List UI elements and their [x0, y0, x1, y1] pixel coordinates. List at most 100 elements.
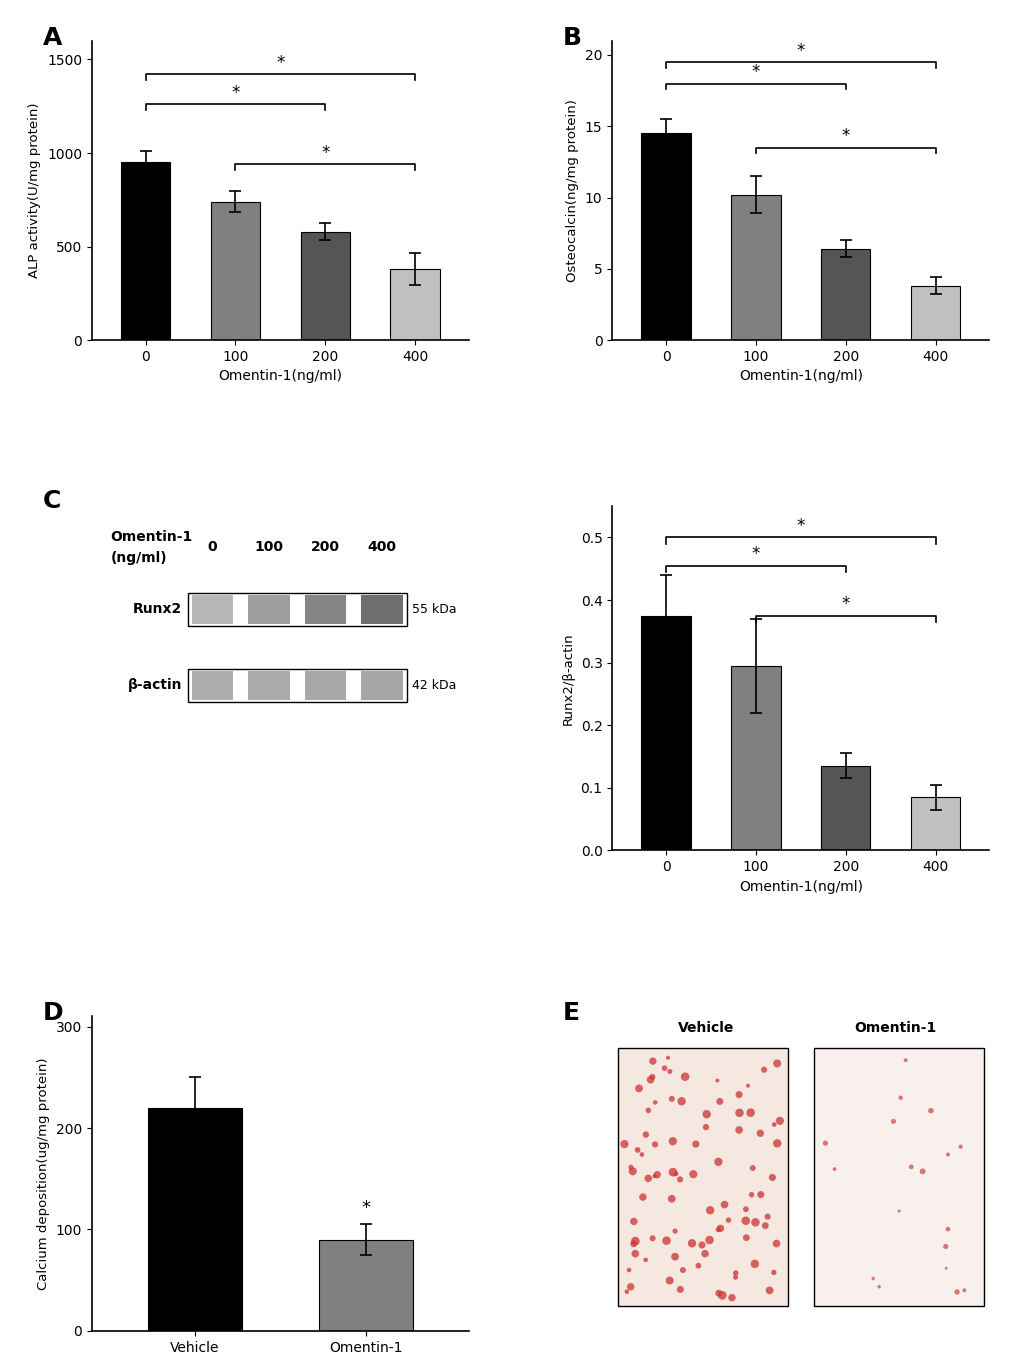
- Text: B: B: [562, 26, 582, 50]
- Point: [884, 1111, 901, 1133]
- Point: [955, 1279, 971, 1301]
- Point: [637, 1249, 653, 1271]
- Point: [768, 1133, 785, 1154]
- Point: [664, 1130, 681, 1152]
- Bar: [319, 1240, 413, 1331]
- Bar: [192, 595, 233, 625]
- Point: [701, 1229, 717, 1251]
- Text: 42 kDa: 42 kDa: [412, 679, 457, 691]
- Point: [663, 1188, 680, 1210]
- Point: [690, 1255, 706, 1277]
- Text: *: *: [841, 128, 849, 145]
- Point: [623, 1156, 639, 1177]
- Point: [765, 1262, 782, 1283]
- Bar: [305, 595, 346, 625]
- Point: [713, 1285, 730, 1306]
- Point: [697, 1116, 713, 1138]
- Point: [631, 1077, 647, 1099]
- Point: [642, 1069, 658, 1090]
- Bar: [211, 201, 260, 340]
- X-axis label: Omentin-1(ng/ml): Omentin-1(ng/ml): [738, 880, 862, 894]
- Point: [936, 1236, 953, 1258]
- Point: [685, 1164, 701, 1186]
- Point: [629, 1139, 645, 1161]
- Point: [709, 1218, 726, 1240]
- Point: [751, 1123, 767, 1145]
- Point: [727, 1262, 743, 1283]
- Text: *: *: [276, 54, 284, 72]
- Point: [864, 1267, 880, 1289]
- Text: A: A: [43, 26, 62, 50]
- Point: [667, 1162, 684, 1184]
- Point: [673, 1090, 689, 1112]
- Point: [646, 1165, 662, 1187]
- Point: [646, 1134, 662, 1156]
- Point: [633, 1143, 649, 1165]
- Text: β-actin: β-actin: [127, 678, 182, 693]
- Point: [666, 1221, 683, 1243]
- Bar: [301, 232, 350, 340]
- Bar: [187, 593, 407, 626]
- Point: [727, 1267, 743, 1289]
- Text: Omentin-1: Omentin-1: [110, 530, 193, 545]
- Point: [771, 1109, 788, 1131]
- Point: [659, 1047, 676, 1069]
- Bar: [813, 1048, 982, 1305]
- Bar: [641, 615, 690, 850]
- Text: (ng/ml): (ng/ml): [110, 551, 167, 565]
- Point: [661, 1270, 678, 1291]
- Point: [646, 1092, 662, 1114]
- Point: [759, 1206, 775, 1228]
- Point: [648, 1164, 664, 1186]
- Point: [661, 1061, 678, 1082]
- Text: 55 kDa: 55 kDa: [412, 603, 457, 617]
- Point: [637, 1123, 653, 1145]
- Point: [746, 1253, 762, 1275]
- Text: *: *: [321, 144, 329, 162]
- Point: [687, 1133, 703, 1154]
- Point: [755, 1059, 771, 1081]
- Text: *: *: [841, 595, 849, 612]
- Bar: [148, 1108, 242, 1331]
- Bar: [187, 669, 407, 702]
- Point: [737, 1210, 753, 1232]
- Point: [890, 1200, 906, 1222]
- Point: [719, 1209, 736, 1230]
- Point: [675, 1259, 691, 1281]
- Point: [693, 1234, 709, 1256]
- Point: [816, 1133, 833, 1154]
- Text: *: *: [361, 1199, 370, 1217]
- Bar: [820, 249, 869, 340]
- Point: [664, 1161, 681, 1183]
- Point: [701, 1199, 717, 1221]
- Text: 200: 200: [311, 540, 339, 554]
- Point: [672, 1278, 688, 1300]
- Point: [625, 1210, 641, 1232]
- Point: [672, 1168, 688, 1190]
- Point: [709, 1152, 726, 1173]
- Point: [644, 1066, 660, 1088]
- Y-axis label: Calcium deposition(ug/mg protein): Calcium deposition(ug/mg protein): [37, 1058, 50, 1290]
- X-axis label: Omentin-1(ng/ml): Omentin-1(ng/ml): [218, 369, 342, 383]
- Text: Omentin-1: Omentin-1: [853, 1021, 935, 1035]
- Y-axis label: Osteocalcin(ng/mg protein): Osteocalcin(ng/mg protein): [566, 99, 579, 282]
- Bar: [305, 671, 346, 699]
- Text: E: E: [562, 1001, 580, 1025]
- Text: *: *: [751, 62, 759, 81]
- Text: *: *: [751, 545, 759, 562]
- Point: [657, 1230, 674, 1252]
- Point: [711, 1218, 728, 1240]
- Point: [644, 1228, 660, 1249]
- Text: *: *: [796, 42, 804, 60]
- Text: D: D: [43, 1001, 63, 1025]
- Bar: [910, 287, 959, 340]
- Bar: [731, 194, 780, 340]
- Point: [752, 1184, 768, 1206]
- Point: [627, 1243, 643, 1264]
- Point: [937, 1258, 954, 1279]
- Point: [738, 1226, 754, 1248]
- Point: [922, 1100, 938, 1122]
- Point: [948, 1281, 964, 1302]
- Point: [768, 1052, 785, 1074]
- Bar: [192, 671, 233, 699]
